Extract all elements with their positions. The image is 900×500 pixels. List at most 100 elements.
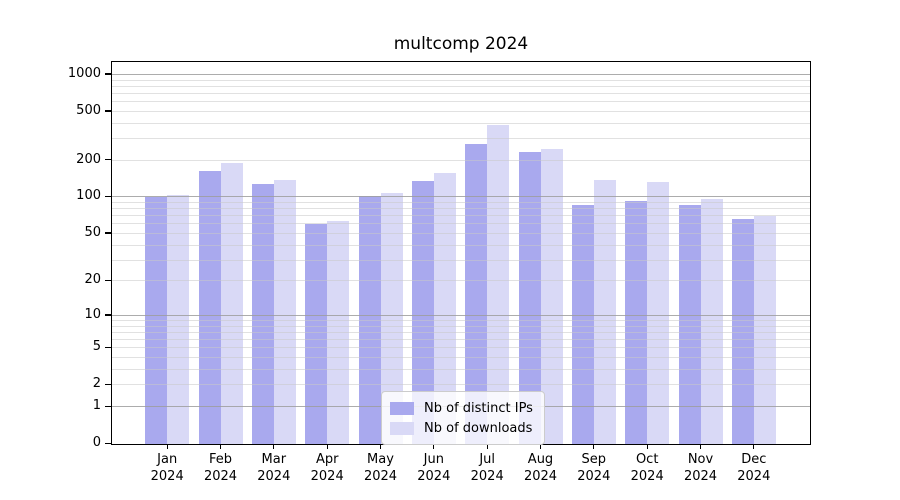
y-tick-mark-200	[105, 159, 111, 161]
y-tick-label-20: 20	[84, 272, 101, 288]
minor-gridline-40	[112, 244, 810, 246]
bar-dec-distinct-ips	[731, 219, 754, 444]
minor-gridline-8	[112, 325, 810, 327]
bar-mar-distinct-ips	[251, 183, 274, 444]
plot-area	[111, 61, 811, 445]
y-tick-label-2: 2	[92, 376, 101, 392]
bar-oct-distinct-ips	[625, 200, 648, 444]
x-tick-label-may: May 2024	[363, 452, 398, 484]
minor-gridline-90	[112, 202, 810, 203]
minor-gridline-500	[112, 110, 810, 112]
minor-gridline-4	[112, 357, 810, 358]
y-tick-mark-5	[105, 346, 111, 349]
minor-gridline-700	[112, 92, 810, 94]
x-tick-mark-feb	[219, 444, 222, 449]
x-tick-mark-nov	[699, 444, 702, 449]
minor-gridline-70	[112, 215, 810, 217]
minor-gridline-600	[112, 101, 810, 103]
minor-gridline-900	[112, 79, 810, 81]
x-tick-mark-apr	[326, 444, 328, 449]
y-tick-label-5: 5	[92, 339, 101, 355]
bar-aug-distinct-ips	[518, 151, 541, 444]
y-tick-label-10: 10	[84, 306, 101, 322]
y-tick-mark-10	[105, 314, 111, 316]
minor-gridline-400	[112, 122, 810, 124]
minor-gridline-60	[112, 223, 810, 225]
y-tick-mark-2	[105, 383, 111, 386]
bar-apr-distinct-ips	[305, 224, 328, 444]
bar-aug-downloads	[540, 148, 563, 444]
bar-sep-distinct-ips	[571, 204, 594, 444]
x-tick-mark-oct	[646, 444, 648, 449]
y-tick-mark-20	[105, 279, 111, 282]
bar-jun-downloads	[433, 172, 456, 444]
bar-dec-downloads	[753, 215, 776, 444]
x-tick-mark-may	[379, 444, 382, 449]
y-tick-label-1: 1	[92, 398, 101, 413]
minor-gridline-200	[112, 159, 810, 161]
x-tick-label-jan: Jan 2024	[150, 452, 184, 484]
y-tick-label-1000: 1000	[67, 65, 101, 81]
y-tick-mark-100	[105, 195, 111, 198]
bar-nov-downloads	[700, 198, 723, 444]
minor-gridline-2	[112, 384, 810, 386]
minor-gridline-6	[112, 339, 810, 340]
bar-may-downloads	[380, 193, 403, 444]
x-tick-mark-sep	[593, 444, 595, 449]
y-tick-mark-0	[105, 442, 111, 444]
bar-feb-distinct-ips	[198, 170, 221, 444]
legend-swatch-distinct-ips	[390, 401, 414, 415]
legend-label-distinct-ips: Nb of distinct IPs	[424, 400, 533, 416]
x-tick-mark-jun	[433, 444, 435, 449]
major-gridline-10	[112, 314, 810, 316]
minor-gridline-300	[112, 138, 810, 140]
y-tick-mark-1000	[105, 73, 111, 75]
y-tick-mark-50	[105, 232, 111, 234]
y-tick-mark-1	[105, 405, 111, 407]
x-tick-mark-dec	[753, 444, 755, 449]
minor-gridline-7	[112, 331, 810, 333]
x-tick-label-apr: Apr 2024	[310, 452, 344, 484]
y-tick-label-50: 50	[84, 224, 101, 240]
x-tick-mark-aug	[539, 444, 542, 449]
bar-jul-downloads	[487, 125, 510, 444]
x-tick-label-mar: Mar 2024	[257, 452, 291, 484]
minor-gridline-80	[112, 208, 810, 210]
chart-title: multcomp 2024	[393, 34, 529, 54]
x-tick-label-nov: Nov 2024	[683, 452, 718, 484]
x-tick-mark-jul	[486, 444, 488, 449]
minor-gridline-30	[112, 259, 810, 261]
x-tick-label-aug: Aug 2024	[523, 452, 558, 484]
x-tick-label-jul: Jul 2024	[470, 452, 504, 484]
bar-jan-downloads	[167, 194, 190, 444]
x-tick-mark-jan	[166, 444, 168, 449]
bar-mar-downloads	[273, 180, 296, 444]
y-tick-label-100: 100	[76, 188, 101, 204]
x-tick-label-dec: Dec 2024	[737, 452, 771, 484]
x-tick-label-sep: Sep 2024	[577, 452, 611, 484]
bar-sep-downloads	[593, 179, 616, 444]
y-tick-label-500: 500	[76, 102, 101, 118]
major-gridline-100	[112, 196, 810, 198]
x-tick-label-oct: Oct 2024	[630, 452, 664, 484]
x-tick-label-feb: Feb 2024	[203, 452, 238, 484]
legend-label-downloads: Nb of downloads	[424, 420, 533, 436]
legend-item-downloads: Nb of downloads	[390, 418, 533, 438]
minor-gridline-3	[112, 368, 810, 370]
y-tick-label-0: 0	[92, 435, 101, 450]
y-tick-mark-500	[105, 110, 111, 112]
legend: Nb of distinct IPs Nb of downloads	[381, 391, 545, 445]
minor-gridline-5	[112, 347, 810, 349]
x-tick-mark-mar	[273, 444, 275, 449]
y-tick-label-200: 200	[76, 151, 101, 167]
legend-swatch-downloads	[390, 421, 414, 435]
minor-gridline-20	[112, 280, 810, 282]
minor-gridline-9	[112, 320, 810, 321]
minor-gridline-800	[112, 85, 810, 87]
minor-gridline-50	[112, 232, 810, 234]
bar-feb-downloads	[220, 163, 243, 444]
major-gridline-1000	[112, 73, 810, 75]
legend-item-distinct-ips: Nb of distinct IPs	[390, 398, 533, 418]
x-tick-label-jun: Jun 2024	[417, 452, 451, 484]
